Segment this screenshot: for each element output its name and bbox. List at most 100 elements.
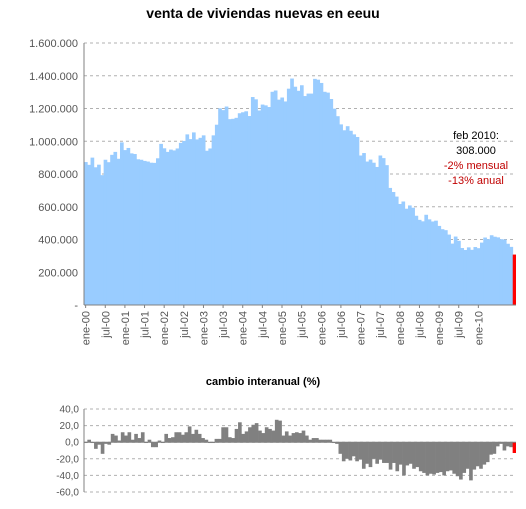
bar — [395, 442, 400, 472]
bar — [106, 162, 111, 305]
bar — [234, 117, 239, 306]
bar — [444, 230, 448, 305]
bar — [329, 99, 334, 305]
bar — [167, 438, 172, 443]
sales-bar-chart: - 200.000 400.000 600.000 800.000 1.000.000 1.… — [29, 38, 516, 345]
bar — [459, 442, 463, 480]
bar — [460, 248, 465, 305]
bar — [355, 136, 360, 305]
bar — [381, 158, 386, 305]
bar — [385, 442, 390, 463]
bar — [476, 248, 481, 305]
bar — [290, 78, 294, 305]
bar — [129, 153, 134, 305]
bar — [234, 428, 239, 443]
bar — [139, 159, 144, 305]
y-tick-label: 1.400.000 — [29, 71, 78, 83]
bar — [469, 442, 473, 481]
bar — [480, 242, 484, 305]
bar — [372, 442, 376, 459]
bar — [149, 162, 154, 305]
bar — [231, 438, 235, 443]
x-tick-label: jul-09 — [454, 311, 466, 339]
bar — [171, 437, 175, 443]
bar — [261, 433, 266, 443]
bar — [228, 119, 232, 305]
bar — [336, 116, 340, 305]
bar — [358, 442, 363, 460]
bar — [133, 154, 137, 305]
bar — [425, 442, 430, 476]
x-tick-label: jul-06 — [336, 311, 348, 339]
bar — [221, 110, 226, 305]
bar — [434, 220, 438, 305]
bar — [93, 167, 98, 305]
bar — [127, 432, 132, 443]
bar — [322, 91, 327, 305]
bar — [319, 82, 324, 305]
bar — [479, 442, 483, 469]
bar — [355, 442, 359, 462]
bar — [493, 236, 497, 305]
y-tick-label: 600.000 — [38, 202, 78, 214]
bar — [470, 249, 474, 305]
bar — [147, 439, 152, 443]
bar — [172, 150, 177, 305]
bar — [473, 247, 478, 305]
y-tick-label: 800.000 — [38, 169, 78, 181]
bar — [455, 442, 460, 477]
bar — [345, 442, 349, 459]
bar — [348, 442, 353, 461]
bar — [204, 439, 209, 443]
bar — [408, 205, 412, 305]
x-tick-label: ene-07 — [356, 311, 368, 345]
bar — [392, 442, 396, 463]
bar — [349, 130, 353, 305]
y-tick-label: 1.000.000 — [29, 136, 78, 148]
x-tick-label: jul-00 — [100, 311, 112, 339]
bar — [372, 162, 376, 305]
bar — [169, 149, 173, 305]
bar — [201, 438, 205, 443]
bar — [326, 92, 330, 306]
bar — [332, 108, 337, 305]
y-tick-label: 0,0 — [65, 438, 79, 449]
bar — [398, 203, 402, 305]
bar — [378, 155, 383, 305]
annotation-monthly: -2% mensual — [443, 160, 509, 172]
bar — [311, 438, 316, 443]
bar — [175, 148, 180, 305]
bar — [188, 139, 193, 305]
bar — [296, 90, 301, 305]
bar — [382, 442, 386, 463]
bar — [174, 432, 179, 443]
bar — [124, 435, 128, 443]
x-tick-label: ene-01 — [120, 311, 132, 345]
bar — [509, 246, 514, 305]
y-tick-label: 400.000 — [38, 235, 78, 247]
bar — [502, 239, 507, 305]
bar — [120, 432, 125, 443]
bar — [157, 440, 162, 443]
highlight-bar — [512, 442, 516, 453]
bar — [267, 107, 271, 306]
bar — [361, 442, 366, 469]
bar — [87, 164, 91, 305]
bar — [305, 435, 309, 443]
x-tick-label: ene-02 — [159, 311, 171, 345]
bar — [325, 439, 329, 443]
bar — [339, 124, 343, 305]
bar — [250, 97, 255, 305]
bar — [486, 239, 491, 305]
bar — [217, 438, 222, 443]
bar — [365, 161, 370, 305]
bar — [288, 435, 292, 443]
bar — [315, 438, 319, 443]
bar — [394, 196, 399, 305]
bar — [437, 225, 442, 305]
bar — [306, 93, 311, 305]
bar — [248, 427, 252, 443]
bar — [165, 151, 170, 305]
bar — [284, 431, 289, 443]
